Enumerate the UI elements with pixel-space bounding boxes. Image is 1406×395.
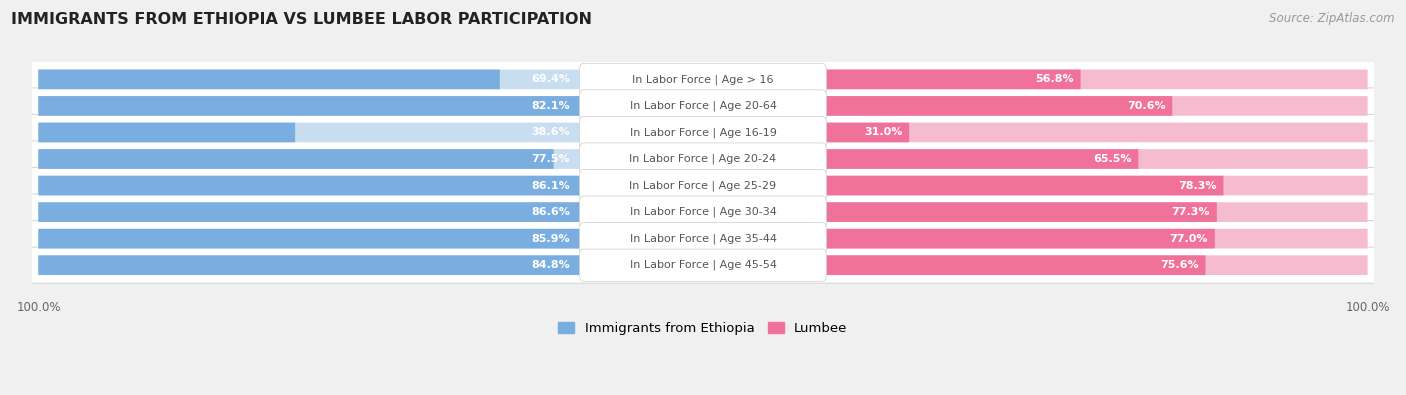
FancyBboxPatch shape [579,196,827,228]
FancyBboxPatch shape [703,70,1368,89]
Text: 77.3%: 77.3% [1171,207,1211,217]
Text: In Labor Force | Age 25-29: In Labor Force | Age 25-29 [630,180,776,191]
Text: 85.9%: 85.9% [531,234,569,244]
FancyBboxPatch shape [28,247,1378,283]
FancyBboxPatch shape [703,176,1368,196]
FancyBboxPatch shape [28,141,1378,177]
Text: 84.8%: 84.8% [531,260,569,270]
FancyBboxPatch shape [579,117,827,149]
FancyBboxPatch shape [38,70,499,89]
FancyBboxPatch shape [579,143,827,175]
Text: 86.6%: 86.6% [531,207,569,217]
FancyBboxPatch shape [28,61,1378,98]
FancyBboxPatch shape [703,229,1368,248]
FancyBboxPatch shape [38,70,703,89]
Text: In Labor Force | Age 30-34: In Labor Force | Age 30-34 [630,207,776,217]
FancyBboxPatch shape [579,169,827,202]
Text: 56.8%: 56.8% [1035,74,1074,85]
FancyBboxPatch shape [703,123,1368,142]
Text: In Labor Force | Age 35-44: In Labor Force | Age 35-44 [630,233,776,244]
FancyBboxPatch shape [38,96,583,116]
FancyBboxPatch shape [38,256,703,275]
FancyBboxPatch shape [703,96,1368,116]
FancyBboxPatch shape [703,149,1368,169]
FancyBboxPatch shape [703,176,1223,196]
FancyBboxPatch shape [38,176,703,196]
FancyBboxPatch shape [703,70,1081,89]
Text: 38.6%: 38.6% [531,128,569,137]
FancyBboxPatch shape [38,229,609,248]
FancyBboxPatch shape [38,96,703,116]
Text: 69.4%: 69.4% [531,74,569,85]
Text: In Labor Force | Age > 16: In Labor Force | Age > 16 [633,74,773,85]
Text: IMMIGRANTS FROM ETHIOPIA VS LUMBEE LABOR PARTICIPATION: IMMIGRANTS FROM ETHIOPIA VS LUMBEE LABOR… [11,12,592,27]
FancyBboxPatch shape [38,202,703,222]
FancyBboxPatch shape [703,256,1205,275]
Text: 82.1%: 82.1% [531,101,569,111]
FancyBboxPatch shape [28,194,1378,230]
Text: Source: ZipAtlas.com: Source: ZipAtlas.com [1270,12,1395,25]
Text: 70.6%: 70.6% [1126,101,1166,111]
Text: In Labor Force | Age 16-19: In Labor Force | Age 16-19 [630,127,776,138]
FancyBboxPatch shape [38,123,295,142]
FancyBboxPatch shape [703,123,910,142]
FancyBboxPatch shape [38,123,703,142]
FancyBboxPatch shape [579,249,827,281]
FancyBboxPatch shape [579,222,827,255]
FancyBboxPatch shape [28,115,1378,150]
FancyBboxPatch shape [703,202,1216,222]
FancyBboxPatch shape [38,202,614,222]
Text: 65.5%: 65.5% [1092,154,1132,164]
FancyBboxPatch shape [703,229,1215,248]
Text: In Labor Force | Age 20-64: In Labor Force | Age 20-64 [630,101,776,111]
FancyBboxPatch shape [38,149,703,169]
FancyBboxPatch shape [28,220,1378,257]
FancyBboxPatch shape [703,96,1173,116]
FancyBboxPatch shape [38,229,703,248]
FancyBboxPatch shape [38,149,554,169]
Legend: Immigrants from Ethiopia, Lumbee: Immigrants from Ethiopia, Lumbee [553,317,853,341]
FancyBboxPatch shape [579,63,827,96]
FancyBboxPatch shape [38,176,610,196]
FancyBboxPatch shape [28,167,1378,203]
Text: 31.0%: 31.0% [863,128,903,137]
FancyBboxPatch shape [28,88,1378,124]
Text: 86.1%: 86.1% [531,181,569,190]
Text: 77.0%: 77.0% [1170,234,1208,244]
FancyBboxPatch shape [38,256,602,275]
FancyBboxPatch shape [703,202,1368,222]
Text: 77.5%: 77.5% [531,154,569,164]
FancyBboxPatch shape [579,90,827,122]
Text: 78.3%: 78.3% [1178,181,1216,190]
FancyBboxPatch shape [703,149,1139,169]
Text: 75.6%: 75.6% [1160,260,1199,270]
Text: In Labor Force | Age 45-54: In Labor Force | Age 45-54 [630,260,776,271]
Text: In Labor Force | Age 20-24: In Labor Force | Age 20-24 [630,154,776,164]
FancyBboxPatch shape [703,256,1368,275]
